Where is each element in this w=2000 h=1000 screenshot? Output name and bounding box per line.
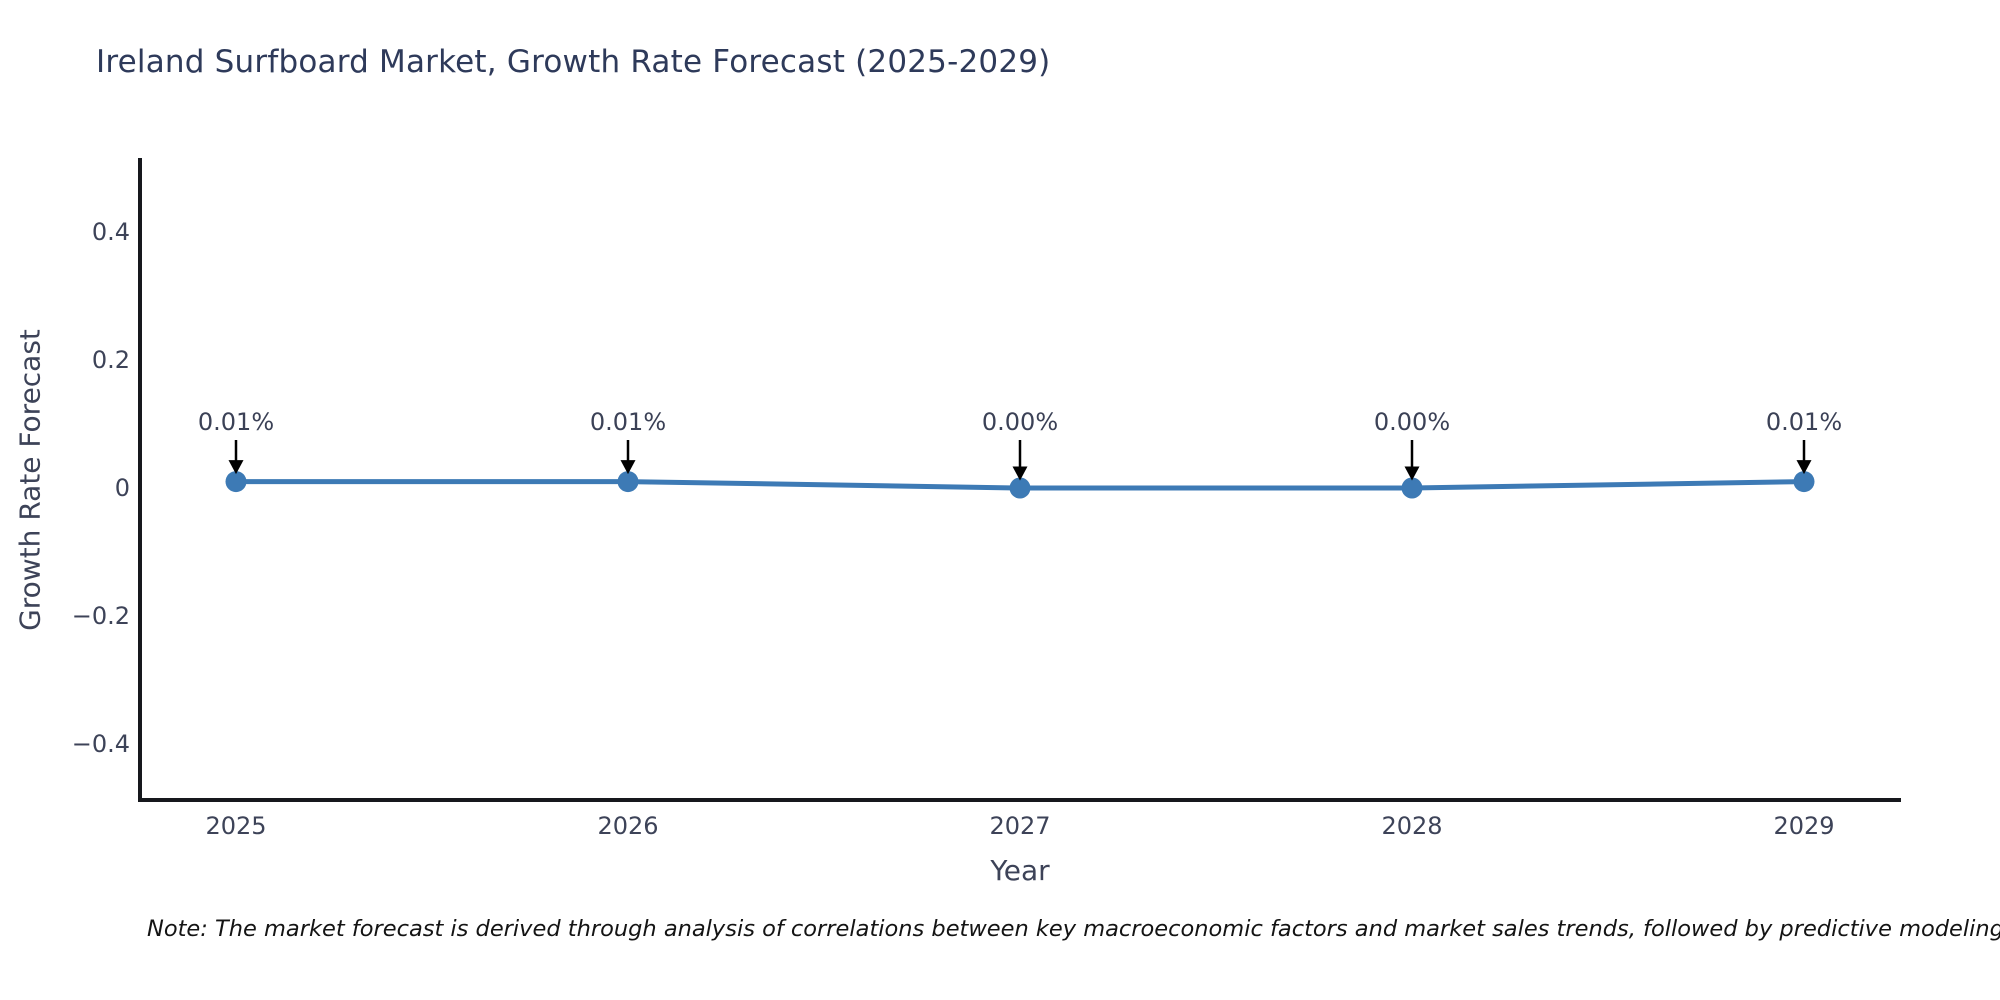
y-tick-label: 0 <box>115 474 130 502</box>
annotation-label: 0.00% <box>1374 408 1450 436</box>
data-point-marker <box>1793 471 1815 493</box>
annotation-arrow-head <box>620 460 636 475</box>
annotation-arrow-head <box>1012 466 1028 481</box>
x-tick-label: 2025 <box>205 812 266 840</box>
data-point-marker <box>617 471 639 493</box>
chart-note: Note: The market forecast is derived thr… <box>147 916 2000 942</box>
x-tick-label: 2027 <box>989 812 1050 840</box>
annotation-label: 0.00% <box>982 408 1058 436</box>
annotation-label: 0.01% <box>198 408 274 436</box>
x-tick-label: 2028 <box>1381 812 1442 840</box>
chart-title: Ireland Surfboard Market, Growth Rate Fo… <box>96 44 1051 80</box>
y-tick-label: 0.2 <box>92 346 130 374</box>
x-axis-title: Year <box>990 854 1050 887</box>
x-tick-label: 2029 <box>1773 812 1834 840</box>
data-point-marker <box>225 471 247 493</box>
annotation-label: 0.01% <box>1766 408 1842 436</box>
annotation-arrow-head <box>228 460 244 475</box>
data-point-marker <box>1401 477 1423 499</box>
y-tick-label: −0.2 <box>72 602 130 630</box>
annotation-arrow-head <box>1404 466 1420 481</box>
y-tick-label: 0.4 <box>92 218 130 246</box>
data-point-marker <box>1009 477 1031 499</box>
y-tick-label: −0.4 <box>72 730 130 758</box>
annotation-arrow-head <box>1796 460 1812 475</box>
annotation-label: 0.01% <box>590 408 666 436</box>
x-tick-label: 2026 <box>597 812 658 840</box>
